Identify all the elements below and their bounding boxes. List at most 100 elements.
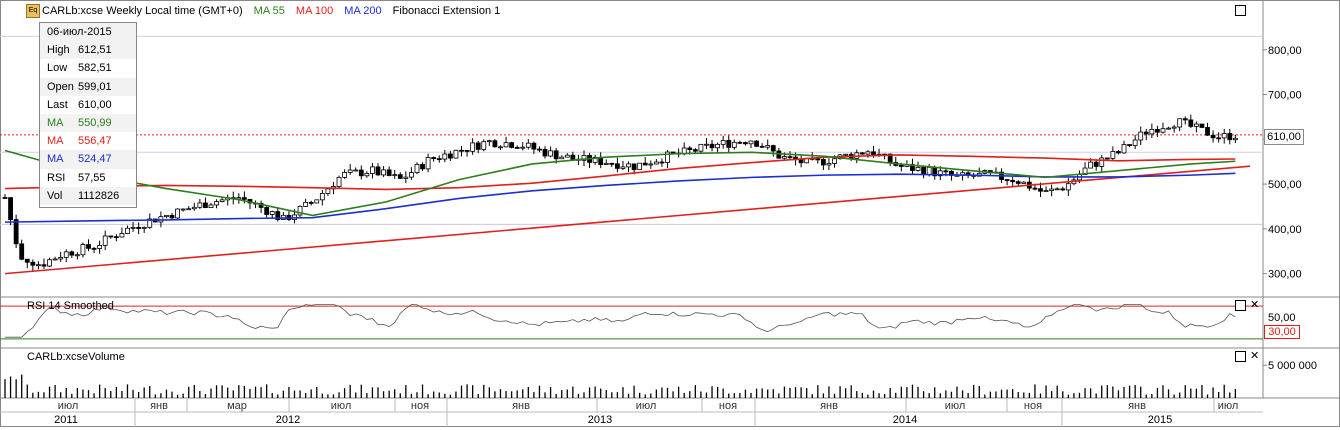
candle-body (1138, 131, 1144, 141)
candle-body (475, 142, 481, 150)
candle-body (1232, 137, 1238, 141)
candle-body (381, 169, 386, 176)
candle-body (1143, 131, 1149, 135)
ma55-label[interactable]: MA 55 (253, 5, 285, 17)
candle-body (69, 251, 75, 256)
candle-body (748, 140, 754, 145)
y-tick-label: 500,00 (1268, 179, 1302, 191)
candle-body (147, 218, 153, 228)
candle-body (553, 150, 559, 160)
ma200-label[interactable]: MA 200 (344, 5, 382, 17)
candle-body (397, 174, 403, 179)
indicator-menu-icon[interactable]: Eq (26, 4, 40, 18)
candle-body (459, 149, 464, 152)
candle-body (826, 163, 832, 166)
candle-body (503, 142, 509, 148)
candle-body (687, 147, 693, 151)
candle-body (1177, 118, 1183, 128)
candle-body (1210, 134, 1216, 139)
candle-body (603, 162, 609, 165)
ma55-line (4, 149, 1236, 217)
candle-body (915, 167, 921, 171)
candle-body (19, 243, 25, 260)
candle-body (80, 244, 86, 256)
candle-body (236, 197, 242, 200)
candle-body (820, 159, 826, 166)
candle-body (1149, 129, 1155, 135)
tooltip-row: MA 556,47 (40, 132, 136, 150)
candle-body (219, 199, 225, 202)
tooltip-row-value: 1112826 (78, 189, 120, 202)
candle-body (921, 167, 926, 176)
fibonacci-label[interactable]: Fibonacci Extension 1 (392, 5, 501, 17)
volume-title[interactable]: CARLb:xcseVolume (27, 351, 125, 363)
candle-body (241, 197, 247, 200)
candle-body (1110, 151, 1116, 159)
candle-body (1010, 180, 1016, 183)
rsi-line (5, 304, 1236, 338)
candle-body (319, 193, 325, 201)
candle-body (782, 156, 787, 159)
x-month-label: ноя (719, 400, 737, 412)
candle-body (353, 169, 359, 172)
candle-body (1021, 181, 1027, 184)
candle-body (570, 154, 576, 160)
candle-body (297, 205, 303, 216)
candle-body (859, 152, 865, 155)
candle-body (1127, 144, 1132, 146)
ma100-label[interactable]: MA 100 (295, 5, 334, 17)
candle-body (453, 149, 459, 159)
rsi-title[interactable]: RSI 14 Smoothed (27, 300, 114, 312)
candle-body (108, 235, 114, 238)
candle-body (269, 211, 275, 215)
candle-body (1171, 126, 1177, 129)
candle-body (1054, 188, 1060, 191)
candle-body (1099, 157, 1105, 167)
candle-body (47, 259, 52, 267)
candle-body (1182, 118, 1188, 121)
x-month-label: мар (227, 400, 247, 412)
candle-body (1193, 123, 1199, 127)
maximize-rsi-icon[interactable] (1235, 300, 1246, 311)
candle-body (1221, 133, 1227, 139)
candle-body (937, 170, 943, 177)
candle-body (626, 163, 631, 168)
candle-body (420, 164, 425, 170)
candle-body (486, 140, 492, 143)
x-month-label: янв (820, 400, 838, 412)
candle-body (481, 141, 487, 150)
tooltip-row: Low 582,51 (40, 59, 136, 77)
symbol-title[interactable]: CARLb:xcse Weekly Local time (GMT+0) (42, 5, 243, 17)
candle-body (414, 164, 420, 173)
candle-body (1088, 161, 1094, 169)
tooltip-row-value: 610,00 (78, 98, 112, 111)
candle-body (425, 157, 431, 170)
y-tick-label: 700,00 (1268, 90, 1302, 102)
maximize-main-icon[interactable] (1235, 5, 1246, 16)
ma100-line (4, 154, 1236, 191)
candle-body (1038, 188, 1043, 192)
candle-body (86, 244, 91, 249)
maximize-volume-icon[interactable] (1235, 351, 1246, 362)
candle-body (648, 163, 654, 166)
candle-body (141, 226, 147, 229)
candle-body (1032, 187, 1038, 190)
candle-body (203, 202, 208, 208)
candle-body (498, 146, 503, 149)
candle-body (609, 162, 615, 165)
candle-body (1104, 157, 1110, 160)
candle-body (13, 219, 19, 245)
close-rsi-icon[interactable]: ✕ (1250, 299, 1260, 311)
candle-body (1188, 119, 1194, 127)
candle-body (704, 143, 709, 146)
candle-body (392, 174, 398, 177)
candle-body (1216, 137, 1222, 140)
candle-body (798, 159, 804, 164)
close-volume-icon[interactable]: ✕ (1250, 350, 1260, 362)
candle-body (581, 155, 587, 161)
candle-body (119, 233, 125, 238)
candle-body (125, 227, 130, 234)
candle-body (1205, 127, 1210, 136)
candle-body (492, 140, 498, 148)
